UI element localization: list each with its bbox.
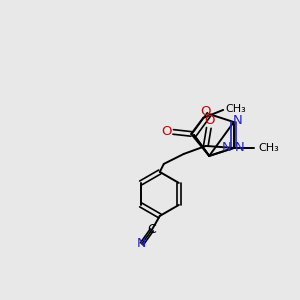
Text: CH₃: CH₃ — [259, 143, 280, 153]
Text: C: C — [147, 224, 156, 236]
Text: O: O — [200, 105, 211, 119]
Text: N: N — [235, 141, 245, 154]
Text: N: N — [233, 114, 243, 127]
Text: N: N — [222, 141, 232, 154]
Text: O: O — [205, 114, 215, 128]
Text: O: O — [161, 125, 172, 138]
Text: N: N — [137, 237, 146, 250]
Text: CH₃: CH₃ — [225, 104, 246, 114]
